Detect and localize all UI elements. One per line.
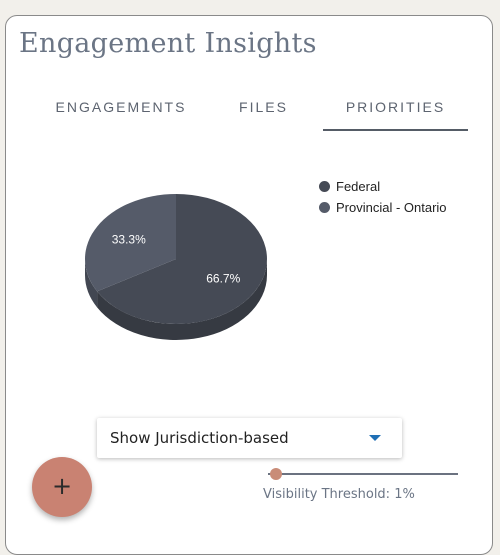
visibility-threshold-label: Visibility Threshold: 1%: [263, 487, 415, 502]
legend-dot-icon: [319, 202, 330, 213]
legend-label: Federal: [336, 179, 381, 194]
tab-engagements[interactable]: ENGAGEMENTS: [55, 99, 187, 115]
pie-data-label: 66.7%: [206, 272, 240, 286]
page-title: Engagement Insights: [19, 28, 317, 59]
legend-item-provincial-ontario[interactable]: Provincial - Ontario: [319, 197, 447, 218]
pie-side-1: [85, 259, 98, 308]
pie-slice-federal[interactable]: [97, 194, 268, 324]
tab-priorities[interactable]: PRIORITIES: [345, 99, 446, 115]
legend-label: Provincial - Ontario: [336, 200, 447, 215]
legend-dot-icon: [319, 181, 330, 192]
jurisdiction-filter-dropdown[interactable]: Show Jurisdiction-based: [97, 418, 402, 458]
dropdown-selected-value: Show Jurisdiction-based: [110, 429, 289, 447]
tab-bar: ENGAGEMENTS FILES PRIORITIES: [6, 96, 494, 132]
priorities-pie-chart: 66.7% 33.3%: [84, 194, 268, 340]
legend-item-federal[interactable]: Federal: [319, 176, 447, 197]
pie-data-label: 33.3%: [112, 232, 146, 246]
add-button[interactable]: +: [32, 457, 92, 517]
engagement-insights-card: Engagement Insights ENGAGEMENTS FILES PR…: [5, 15, 493, 555]
pie-slice-provincial-ontario[interactable]: [84, 194, 176, 292]
slider-thumb[interactable]: [270, 468, 282, 480]
pie-side-0: [97, 259, 268, 340]
tab-files[interactable]: FILES: [239, 99, 288, 115]
slider-track[interactable]: [268, 473, 458, 475]
visibility-threshold-slider[interactable]: [268, 466, 460, 482]
caret-down-icon: [369, 435, 381, 441]
active-tab-indicator: [323, 129, 468, 131]
chart-legend: Federal Provincial - Ontario: [319, 176, 447, 218]
